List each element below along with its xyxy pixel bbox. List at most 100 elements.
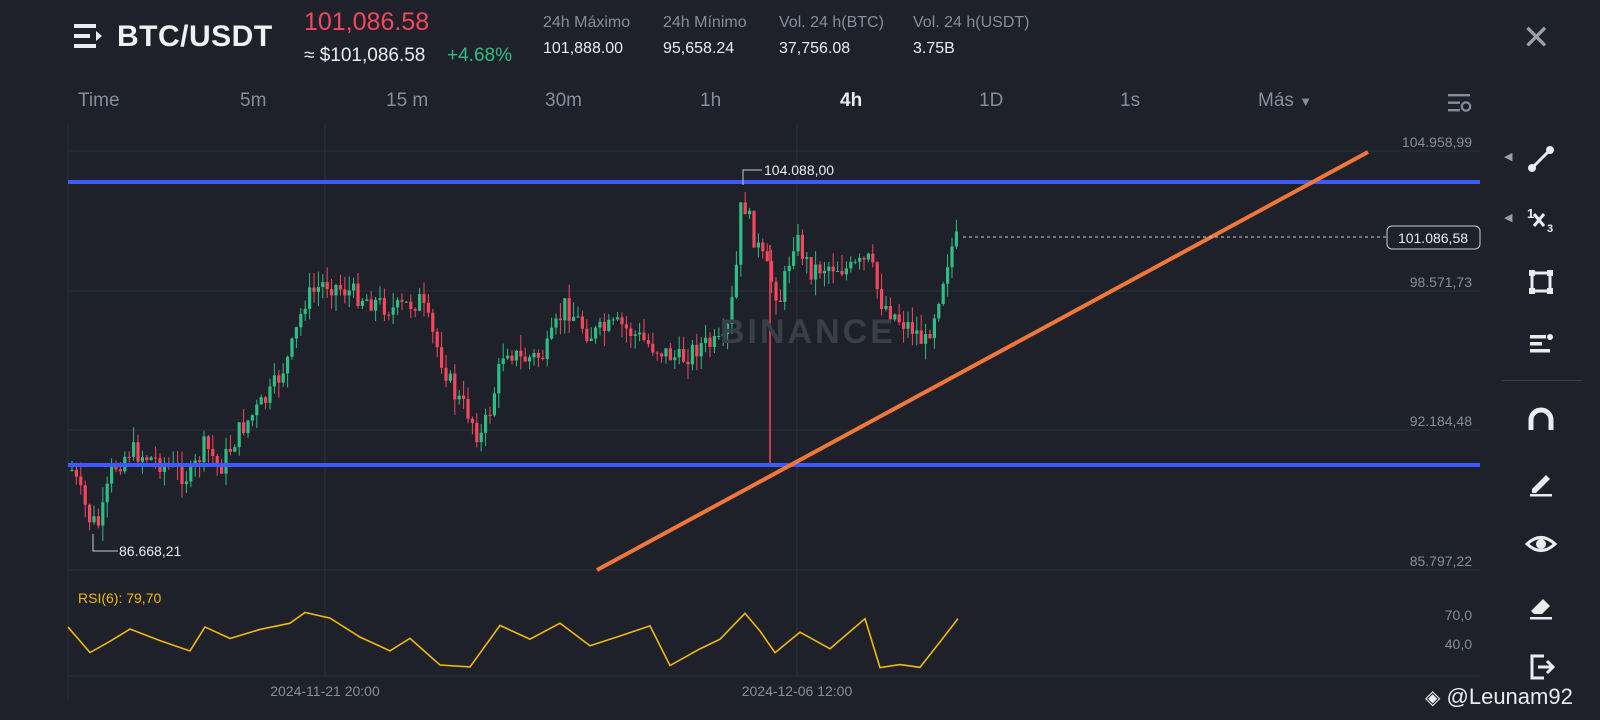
candle-body xyxy=(858,257,862,262)
tf-1d[interactable]: 1D xyxy=(979,90,1004,111)
candle-body xyxy=(567,298,571,321)
eye-icon[interactable] xyxy=(1524,527,1558,561)
candle-body xyxy=(255,404,259,416)
candle-body xyxy=(404,301,408,303)
expand-caret-icon[interactable]: ◀ xyxy=(1504,212,1513,224)
change-percent: +4.68% xyxy=(447,45,512,66)
candle-body xyxy=(695,344,699,357)
candle-body xyxy=(154,457,158,459)
trend-line-icon[interactable] xyxy=(1524,142,1558,176)
pen-icon[interactable] xyxy=(1524,465,1558,499)
candle-body xyxy=(866,253,870,260)
candle-body xyxy=(550,327,554,339)
tf-4h[interactable]: 4h xyxy=(840,90,863,111)
rsi-label: RSI(6): 79,70 xyxy=(78,590,161,606)
candle-body xyxy=(897,314,901,323)
candle-body xyxy=(523,356,527,362)
candle-body xyxy=(400,299,404,302)
candle-body xyxy=(224,448,228,474)
tf-15m[interactable]: 15 m xyxy=(386,90,429,111)
rectangle-icon[interactable] xyxy=(1524,265,1558,299)
eraser-icon[interactable] xyxy=(1524,589,1558,623)
candle-body xyxy=(233,447,237,452)
magnet-icon[interactable] xyxy=(1524,403,1558,437)
candle-body xyxy=(140,457,144,462)
candle-body xyxy=(572,316,576,321)
candle-body xyxy=(638,332,642,335)
candle-body xyxy=(484,414,488,433)
stat-high-label: 24h Máximo xyxy=(543,14,631,31)
chart-settings-icon[interactable] xyxy=(1448,92,1472,114)
candle-body xyxy=(598,321,602,328)
candle-body xyxy=(457,395,461,400)
text-lines-icon[interactable] xyxy=(1524,327,1558,361)
candle-body xyxy=(796,234,800,252)
chart-grid xyxy=(67,124,1480,700)
candle-body xyxy=(391,307,395,315)
candle-body xyxy=(660,353,664,357)
candle-body xyxy=(827,266,831,271)
candle-body xyxy=(246,420,250,434)
expand-caret-icon[interactable]: ◀ xyxy=(1504,151,1513,163)
candle-body xyxy=(242,422,246,434)
candle-body xyxy=(220,463,224,474)
candle-body xyxy=(937,304,941,319)
author-handle: @Leunam92 xyxy=(1446,684,1573,709)
candle-body xyxy=(756,242,760,248)
candle-body xyxy=(189,465,193,482)
candle-body xyxy=(470,418,474,423)
candle-body xyxy=(435,331,439,348)
tf-30m[interactable]: 30m xyxy=(545,90,582,111)
candle-body xyxy=(290,338,294,357)
candle-body xyxy=(620,317,624,325)
candle-body xyxy=(946,267,950,284)
tf-1s[interactable]: 1s xyxy=(1120,90,1141,111)
candle-body xyxy=(356,283,360,306)
toolbar-divider xyxy=(1502,380,1582,381)
tf-time[interactable]: Time xyxy=(78,90,120,111)
candle-body xyxy=(114,464,118,470)
candle-body xyxy=(215,455,219,464)
candle-body xyxy=(409,301,413,309)
candle-body xyxy=(532,352,536,358)
candle-body xyxy=(558,318,562,321)
candle-body xyxy=(132,442,136,457)
candle-body xyxy=(704,337,708,344)
candle-body xyxy=(602,321,606,331)
candle-body xyxy=(580,316,584,329)
candle-body xyxy=(880,289,884,310)
candle-body xyxy=(387,314,391,316)
tf-more[interactable]: Más ▼ xyxy=(1258,90,1312,112)
menu-icon[interactable] xyxy=(74,22,104,50)
candle-body xyxy=(413,308,417,311)
pair-title[interactable]: BTC/USDT xyxy=(117,20,273,53)
tf-5m[interactable]: 5m xyxy=(240,90,267,111)
candle-body xyxy=(651,343,655,353)
candle-body xyxy=(778,300,782,302)
candle-body xyxy=(840,271,844,275)
candle-body xyxy=(250,415,254,421)
trend-line xyxy=(596,150,1369,572)
candle-body xyxy=(475,422,479,443)
stat-vol-usdt-value: 3.75B xyxy=(913,40,955,57)
stat-vol-btc-label: Vol. 24 h(BTC) xyxy=(779,14,884,31)
candle-body xyxy=(642,332,646,341)
candle-body xyxy=(325,282,329,290)
candle-body xyxy=(589,338,593,342)
candle-body xyxy=(915,330,919,334)
candle-body xyxy=(83,485,87,505)
candle-body xyxy=(312,287,316,292)
close-icon[interactable]: ✕ xyxy=(1522,19,1551,57)
candle-body xyxy=(800,234,804,259)
candle-body xyxy=(259,397,263,405)
candle-body xyxy=(466,398,470,419)
candle-body xyxy=(528,357,532,362)
stat-high-value: 101,888.00 xyxy=(543,40,624,57)
author-watermark: ◈ @Leunam92 xyxy=(1425,684,1573,710)
tf-1h[interactable]: 1h xyxy=(700,90,722,111)
candle-body xyxy=(431,312,435,332)
candle-body xyxy=(343,289,347,296)
exit-icon[interactable] xyxy=(1524,650,1558,684)
